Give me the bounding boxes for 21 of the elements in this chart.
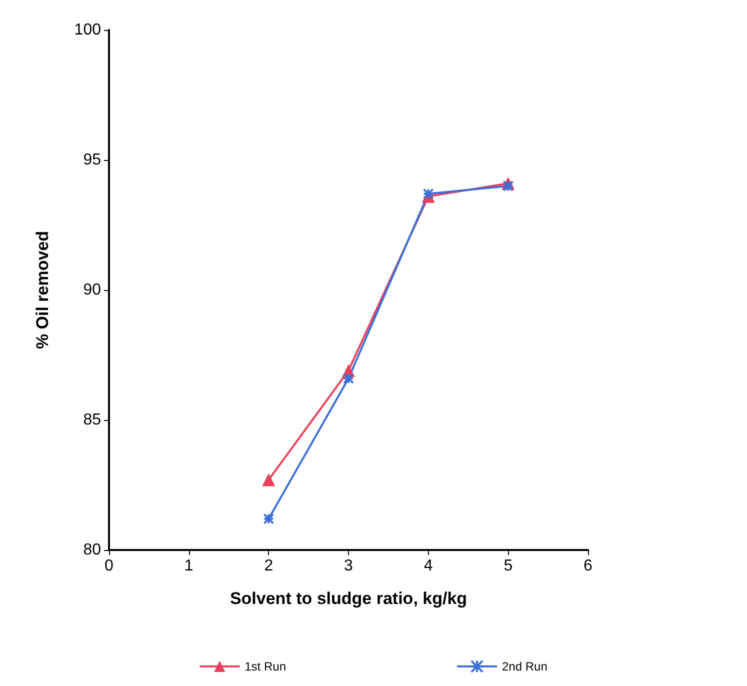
point bbox=[262, 473, 276, 486]
x-tick-label: 1 bbox=[184, 558, 194, 574]
point bbox=[422, 188, 434, 200]
y-tick-label: 100 bbox=[74, 22, 102, 38]
y-tick-label: 95 bbox=[83, 152, 102, 168]
x-tick-label: 6 bbox=[584, 558, 593, 574]
x-tick-label: 4 bbox=[424, 558, 433, 574]
point bbox=[502, 180, 514, 192]
point bbox=[343, 372, 354, 384]
x-axis-title: Solvent to sludge ratio, kg/kg bbox=[230, 589, 468, 608]
y-tick-label: 80 bbox=[83, 542, 102, 558]
point bbox=[263, 513, 274, 524]
x-tick-label: 0 bbox=[104, 558, 114, 574]
x-tick-label: 5 bbox=[504, 558, 513, 574]
x-tick-label: 3 bbox=[344, 558, 354, 574]
y-tick-label: 90 bbox=[83, 282, 102, 298]
legend-label: 1st Run bbox=[244, 659, 286, 674]
legend-label: 2nd Run bbox=[502, 659, 548, 674]
y-tick-label: 85 bbox=[83, 412, 102, 428]
y-axis-title: % Oil removed bbox=[33, 230, 52, 350]
x-tick-label: 2 bbox=[264, 558, 274, 574]
